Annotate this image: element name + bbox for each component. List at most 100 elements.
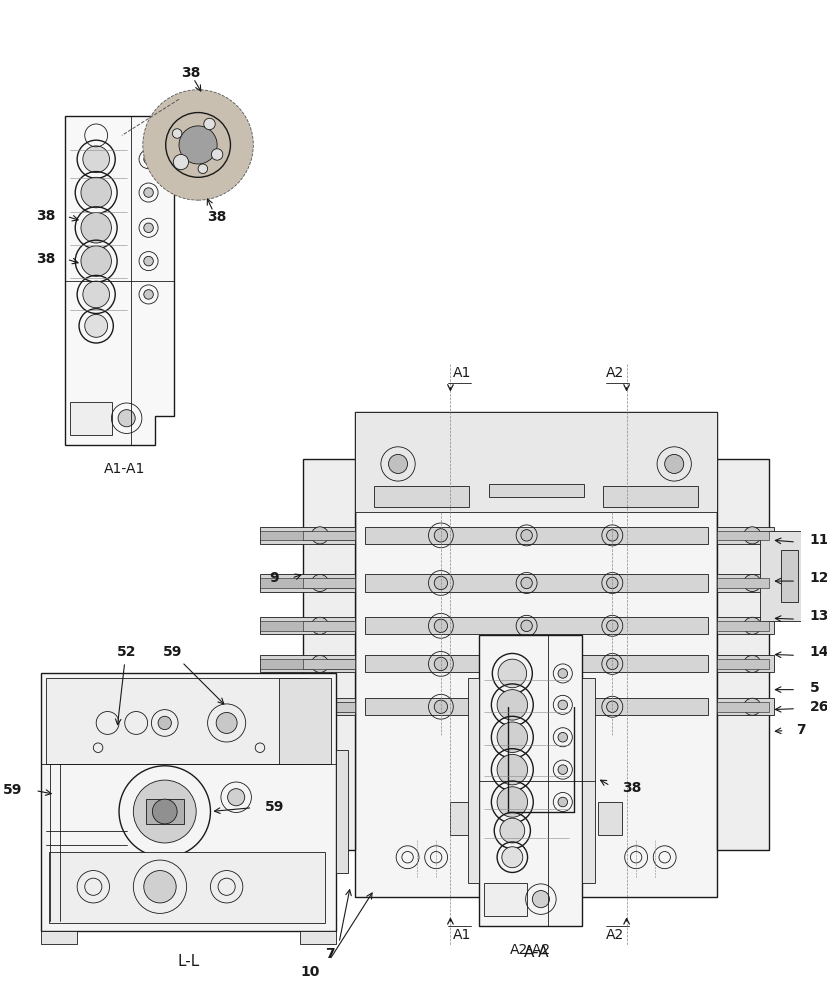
Bar xyxy=(260,621,355,631)
Text: 59: 59 xyxy=(162,645,182,659)
Bar xyxy=(303,459,355,850)
Bar xyxy=(716,459,768,850)
Circle shape xyxy=(198,164,208,173)
Circle shape xyxy=(144,290,153,299)
Bar xyxy=(49,852,324,923)
Bar xyxy=(364,617,707,634)
Circle shape xyxy=(83,281,109,308)
Text: A1-A1: A1-A1 xyxy=(103,462,145,476)
Text: A2-A2: A2-A2 xyxy=(509,943,550,957)
Circle shape xyxy=(144,188,153,197)
Circle shape xyxy=(433,529,447,542)
Circle shape xyxy=(388,454,407,473)
Circle shape xyxy=(81,213,112,243)
Circle shape xyxy=(311,698,328,715)
Circle shape xyxy=(433,619,447,632)
Circle shape xyxy=(227,789,245,806)
Bar xyxy=(716,655,773,672)
Bar xyxy=(260,659,355,669)
Circle shape xyxy=(520,620,532,632)
Circle shape xyxy=(144,223,153,233)
Circle shape xyxy=(311,617,328,634)
Text: 38: 38 xyxy=(208,210,227,224)
Circle shape xyxy=(497,659,526,688)
Bar xyxy=(260,574,355,592)
Circle shape xyxy=(664,454,683,473)
Circle shape xyxy=(532,891,549,908)
Bar xyxy=(716,578,768,588)
Bar xyxy=(303,659,355,669)
Bar xyxy=(716,702,768,712)
Bar xyxy=(581,678,595,883)
Bar xyxy=(355,412,716,897)
Circle shape xyxy=(144,871,176,903)
Bar xyxy=(45,678,307,764)
Circle shape xyxy=(496,754,527,785)
Circle shape xyxy=(606,701,617,712)
Bar xyxy=(716,617,773,634)
Circle shape xyxy=(211,149,222,160)
Bar xyxy=(299,931,336,944)
Text: 11: 11 xyxy=(809,533,827,547)
Circle shape xyxy=(557,797,566,807)
Circle shape xyxy=(311,574,328,592)
Circle shape xyxy=(496,722,527,752)
Circle shape xyxy=(520,658,532,670)
Circle shape xyxy=(81,246,112,276)
Bar xyxy=(780,550,797,602)
Circle shape xyxy=(557,765,566,774)
Circle shape xyxy=(520,577,532,589)
Bar xyxy=(716,574,773,592)
Text: 59: 59 xyxy=(265,800,284,814)
Bar xyxy=(303,578,355,588)
Circle shape xyxy=(81,177,112,208)
Bar xyxy=(716,621,768,631)
Bar xyxy=(716,659,768,669)
Bar xyxy=(303,621,355,631)
Text: 9: 9 xyxy=(269,571,279,585)
Circle shape xyxy=(743,655,760,672)
Text: 52: 52 xyxy=(117,645,136,659)
Text: 7: 7 xyxy=(324,947,334,961)
Circle shape xyxy=(606,577,617,589)
Circle shape xyxy=(433,700,447,713)
Bar xyxy=(69,402,112,435)
Bar xyxy=(260,531,355,540)
Text: 13: 13 xyxy=(809,609,827,623)
Bar xyxy=(41,931,77,944)
Circle shape xyxy=(743,698,760,715)
Text: A2: A2 xyxy=(605,928,624,942)
Circle shape xyxy=(173,154,189,170)
Circle shape xyxy=(133,780,196,843)
Circle shape xyxy=(433,576,447,590)
Circle shape xyxy=(144,256,153,266)
Text: A1: A1 xyxy=(452,366,471,380)
Bar xyxy=(260,578,355,588)
Circle shape xyxy=(179,126,217,164)
Bar xyxy=(303,702,355,712)
Circle shape xyxy=(743,527,760,544)
Circle shape xyxy=(118,410,135,427)
Circle shape xyxy=(743,617,760,634)
Bar xyxy=(260,702,355,712)
Circle shape xyxy=(606,530,617,541)
Circle shape xyxy=(743,574,760,592)
Text: 38: 38 xyxy=(180,66,200,80)
Circle shape xyxy=(311,527,328,544)
Circle shape xyxy=(144,154,153,164)
Bar xyxy=(146,799,184,824)
Text: 38: 38 xyxy=(36,252,55,266)
Text: A2: A2 xyxy=(605,366,624,380)
Bar xyxy=(364,698,707,715)
Circle shape xyxy=(501,847,522,868)
Circle shape xyxy=(557,732,566,742)
Text: 5: 5 xyxy=(809,681,818,695)
Text: A1: A1 xyxy=(452,928,471,942)
Bar xyxy=(41,673,336,931)
Circle shape xyxy=(143,90,253,200)
Bar xyxy=(759,531,802,621)
Circle shape xyxy=(203,118,215,130)
Circle shape xyxy=(158,716,171,730)
Bar xyxy=(602,486,697,507)
Circle shape xyxy=(433,657,447,671)
